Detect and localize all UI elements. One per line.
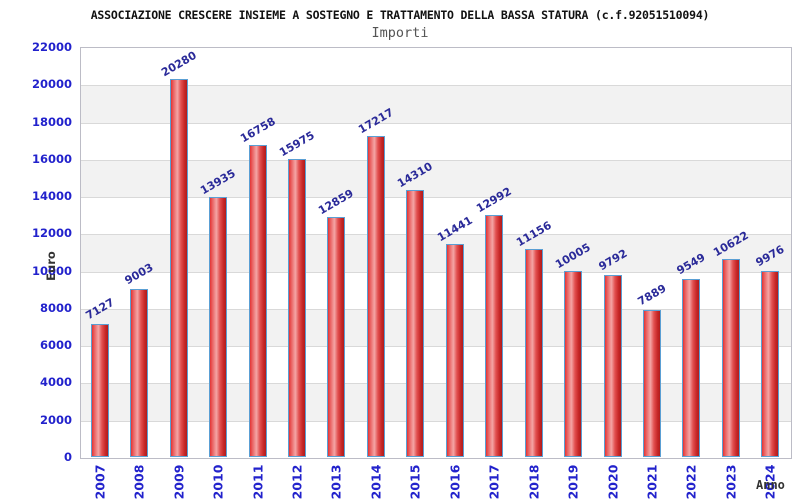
y-axis-title: Euro: [44, 251, 58, 281]
x-tick-label: 2019: [565, 464, 581, 500]
grid-band: [81, 271, 791, 309]
y-tick-label: 20000: [31, 77, 72, 92]
x-tick-label: 2016: [447, 464, 463, 500]
x-tick-label: 2009: [171, 464, 187, 500]
x-tick-label: 2017: [486, 464, 502, 500]
bar-2023: [721, 259, 740, 457]
x-tick-label: 2014: [368, 464, 384, 500]
bar-2007: [90, 324, 109, 457]
grid-band: [81, 48, 791, 86]
y-tick-label: 14000: [31, 189, 72, 204]
grid-band: [81, 85, 791, 123]
y-tick-label: 22000: [31, 40, 72, 54]
y-tick-label: 10000: [31, 263, 72, 278]
x-axis-title: Anno: [756, 478, 785, 492]
grid-band: [81, 346, 791, 384]
plot-area: [80, 47, 792, 459]
bar-2019: [564, 270, 583, 457]
bar-2013: [327, 217, 346, 457]
y-tick-label: 2000: [39, 412, 72, 427]
x-tick-label: 2023: [723, 464, 739, 500]
gridline: [81, 197, 791, 199]
y-tick-label: 4000: [39, 375, 72, 390]
y-tick-label: 6000: [39, 338, 72, 353]
bar-2009: [169, 79, 188, 457]
bar-2020: [603, 274, 622, 457]
bar-2015: [406, 190, 425, 457]
y-tick-label: 12000: [31, 226, 72, 241]
x-tick-label: 2022: [683, 464, 699, 500]
bar-2012: [287, 159, 306, 457]
chart-subtitle: Importi: [371, 25, 429, 41]
grid-band: [81, 234, 791, 272]
grid-band: [81, 383, 791, 421]
gridline: [81, 420, 791, 422]
bar-2010: [209, 197, 228, 457]
x-tick-label: 2007: [92, 464, 108, 500]
x-tick-label: 2013: [328, 464, 344, 500]
gridline: [81, 234, 791, 236]
grid-band: [81, 420, 791, 458]
bar-2008: [130, 289, 149, 457]
x-tick-label: 2010: [210, 464, 226, 500]
grid-band: [81, 159, 791, 198]
gridline: [81, 122, 791, 124]
x-tick-label: 2012: [289, 464, 305, 500]
chart-title: ASSOCIAZIONE CRESCERE INSIEME A SOSTEGNO…: [90, 8, 710, 22]
grid-band: [81, 308, 791, 347]
y-tick-label: 0: [63, 450, 72, 464]
x-tick-label: 2015: [407, 464, 423, 500]
bar-2018: [524, 249, 543, 457]
x-tick-label: 2011: [250, 464, 265, 500]
bar-2022: [682, 279, 701, 457]
bar-2016: [445, 243, 464, 457]
bar-2017: [485, 214, 504, 457]
y-tick-label: 18000: [31, 114, 72, 129]
gridline: [81, 383, 791, 385]
x-tick-label: 2020: [605, 464, 620, 500]
gridline: [81, 159, 791, 161]
gridline: [81, 346, 791, 348]
gridline: [81, 85, 791, 87]
x-tick-label: 2018: [526, 464, 542, 500]
grid-band: [81, 197, 791, 235]
bar-2014: [366, 136, 385, 457]
y-tick-label: 16000: [31, 151, 72, 166]
x-tick-label: 2008: [131, 464, 147, 500]
gridline: [81, 271, 791, 273]
gridline: [81, 308, 791, 310]
x-tick-label: 2021: [644, 464, 660, 500]
grid-band: [81, 122, 791, 160]
y-tick-label: 8000: [39, 300, 72, 315]
bar-2024: [761, 271, 780, 457]
bar-2011: [248, 144, 267, 457]
bar-2021: [642, 309, 661, 457]
